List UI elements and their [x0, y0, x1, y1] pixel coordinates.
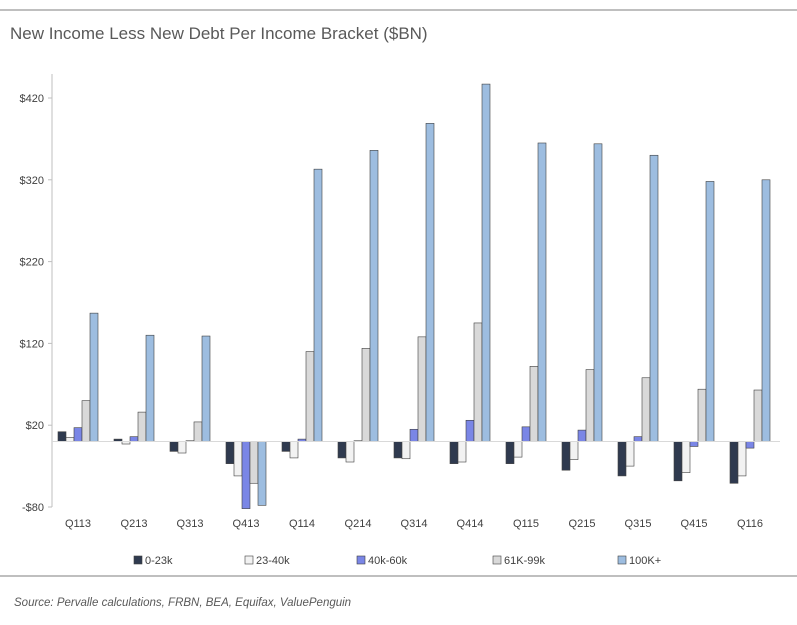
x-tick-label: Q315	[625, 518, 652, 530]
bar-0-23k-q314	[393, 441, 403, 459]
x-tick-label: Q116	[737, 518, 763, 530]
bar-0-23k-q113	[57, 431, 67, 442]
bar-40k-60k-q415	[689, 441, 699, 447]
bar-100k--q214	[369, 150, 379, 442]
legend-label: 0-23k	[145, 555, 173, 567]
top-rule	[0, 9, 797, 11]
bar-23-40k-q413	[233, 441, 243, 477]
bar-61k-99k-q313	[193, 421, 203, 442]
bar-61k-99k-q414	[473, 322, 483, 442]
y-axis: -$80 $20 $120 $220 $320 $420	[20, 74, 53, 514]
legend-swatch	[133, 555, 143, 565]
legend-label: 40k-60k	[368, 555, 408, 567]
bar-100k--q116	[761, 179, 771, 442]
bar-0-23k-q215	[561, 441, 571, 471]
bar-100k--q313	[201, 335, 211, 442]
bar-0-23k-q315	[617, 441, 627, 477]
x-tick-label: Q415	[681, 518, 708, 530]
source-note: Source: Pervalle calculations, FRBN, BEA…	[14, 597, 352, 609]
bar-23-40k-q313	[177, 441, 187, 454]
bar-40k-60k-q315	[633, 436, 643, 442]
legend-label: 100K+	[629, 555, 661, 567]
legend: 0-23k 23-40k 40k-60k 61K-99k 100K+	[133, 555, 661, 567]
bar-23-40k-q315	[625, 441, 635, 467]
bar-40k-60k-q113	[73, 427, 83, 442]
bar-40k-60k-q116	[745, 441, 755, 449]
bar-23-40k-q215	[569, 441, 579, 460]
legend-label: 23-40k	[256, 555, 290, 567]
x-tick-label: Q113	[65, 518, 91, 530]
bar-100k--q213	[145, 334, 155, 442]
bar-23-40k-q414	[457, 441, 467, 463]
bar-61k-99k-q115	[529, 366, 539, 442]
bottom-rule	[0, 575, 797, 577]
x-axis: Q113 Q213 Q313 Q413 Q114 Q214 Q314 Q414 Q115 Q215…	[65, 518, 763, 530]
bar-61k-99k-q116	[753, 389, 763, 442]
bar-0-23k-q413	[225, 441, 235, 464]
bar-61k-99k-q214	[361, 348, 371, 442]
y-tick-label: $220	[20, 257, 44, 269]
bar-100k--q315	[649, 154, 659, 442]
bar-100k--q215	[593, 143, 603, 442]
x-tick-label: Q215	[569, 518, 596, 530]
legend-swatch	[492, 555, 502, 565]
bar-40k-60k-q413	[241, 441, 251, 509]
y-tick-label: $420	[20, 93, 44, 105]
legend-swatch	[244, 555, 254, 565]
bar-61k-99k-q415	[697, 388, 707, 442]
y-tick-label: -$80	[22, 502, 44, 514]
bar-23-40k-q115	[513, 441, 523, 458]
x-tick-label: Q314	[401, 518, 428, 530]
chart-title: New Income Less New Debt Per Income Brac…	[10, 24, 428, 43]
bar-0-23k-q313	[169, 441, 179, 452]
legend-swatch	[617, 555, 627, 565]
bar-100k--q413	[257, 441, 267, 506]
bar-23-40k-q314	[401, 441, 411, 460]
x-tick-label: Q214	[345, 518, 372, 530]
bar-100k--q414	[481, 83, 491, 442]
bar-40k-60k-q314	[409, 428, 419, 442]
bar-61k-99k-q314	[417, 336, 427, 442]
legend-swatch	[356, 555, 366, 565]
y-tick-label: $120	[20, 338, 44, 350]
bar-23-40k-q114	[289, 441, 299, 459]
x-tick-label: Q213	[121, 518, 148, 530]
y-tick-label: $20	[26, 420, 44, 432]
bar-23-40k-q415	[681, 441, 691, 473]
bar-23-40k-q113	[65, 437, 75, 442]
bar-40k-60k-q115	[521, 426, 531, 442]
x-tick-label: Q414	[457, 518, 484, 530]
bar-61k-99k-q315	[641, 377, 651, 442]
bar-23-40k-q214	[345, 441, 355, 463]
bar-0-23k-q214	[337, 441, 347, 459]
x-tick-label: Q413	[233, 518, 260, 530]
bar-40k-60k-q215	[577, 429, 587, 442]
bar-100k--q415	[705, 181, 715, 442]
bar-61k-99k-q215	[585, 369, 595, 442]
y-tick-label: $320	[20, 175, 44, 187]
bar-61k-99k-q114	[305, 351, 315, 442]
bar-100k--q115	[537, 142, 547, 442]
bars	[57, 83, 771, 509]
bar-0-23k-q414	[449, 441, 459, 464]
x-tick-label: Q115	[513, 518, 539, 530]
x-tick-label: Q313	[177, 518, 204, 530]
bar-0-23k-q115	[505, 441, 515, 464]
bar-100k--q314	[425, 123, 435, 442]
bar-0-23k-q114	[281, 441, 291, 452]
bar-23-40k-q116	[737, 441, 747, 477]
x-tick-label: Q114	[289, 518, 315, 530]
bar-61k-99k-q413	[249, 441, 259, 484]
bar-100k--q113	[89, 312, 99, 442]
bar-40k-60k-q414	[465, 419, 475, 442]
bar-61k-99k-q113	[81, 400, 91, 442]
legend-label: 61K-99k	[504, 555, 545, 567]
bar-61k-99k-q213	[137, 411, 147, 442]
bar-0-23k-q415	[673, 441, 683, 482]
bar-40k-60k-q213	[129, 436, 139, 442]
bar-100k--q114	[313, 168, 323, 442]
bar-0-23k-q116	[729, 441, 739, 484]
